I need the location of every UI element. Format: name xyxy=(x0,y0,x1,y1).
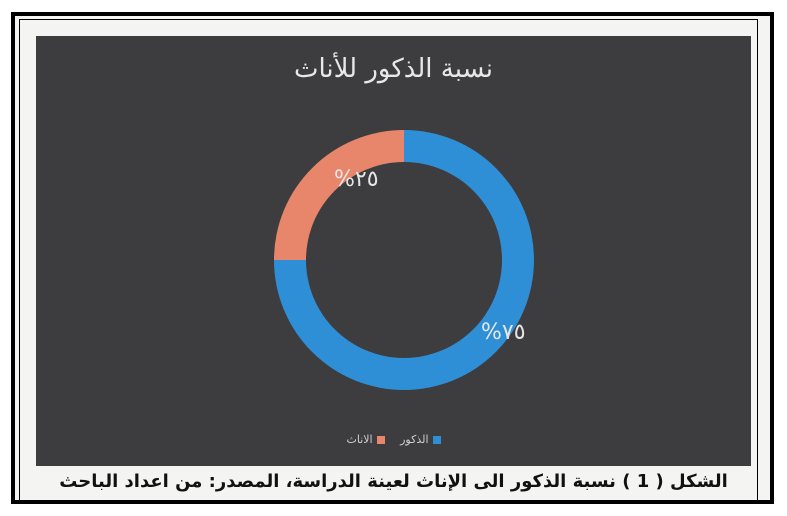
legend-item-females: الاناث xyxy=(346,433,385,446)
legend-label-females: الاناث xyxy=(346,433,373,446)
donut-slice-females xyxy=(274,130,404,260)
chart-title: نسبة الذكور للأناث xyxy=(294,54,493,84)
chart-legend: الذكور الاناث xyxy=(36,433,751,446)
donut-chart: %٧٥ %٢٥ xyxy=(274,130,534,390)
data-label-females: %٢٥ xyxy=(334,167,379,192)
data-label-males: %٧٥ xyxy=(481,320,526,345)
legend-item-males: الذكور xyxy=(400,433,441,446)
caption-text: نسبة الذكور الى الإناث لعينة الدراسة، ال… xyxy=(59,471,616,492)
legend-swatch-males xyxy=(432,436,441,444)
legend-swatch-females xyxy=(376,436,385,444)
figure-caption: الشكل ( 1 ) نسبة الذكور الى الإناث لعينة… xyxy=(30,471,757,492)
figure-inner-border xyxy=(19,19,758,503)
caption-number: ( 1 ) xyxy=(622,471,664,492)
caption-prefix: الشكل xyxy=(670,471,728,492)
chart-panel: نسبة الذكور للأناث %٧٥ %٢٥ الذكور الاناث xyxy=(36,36,751,466)
legend-label-males: الذكور xyxy=(400,433,429,446)
